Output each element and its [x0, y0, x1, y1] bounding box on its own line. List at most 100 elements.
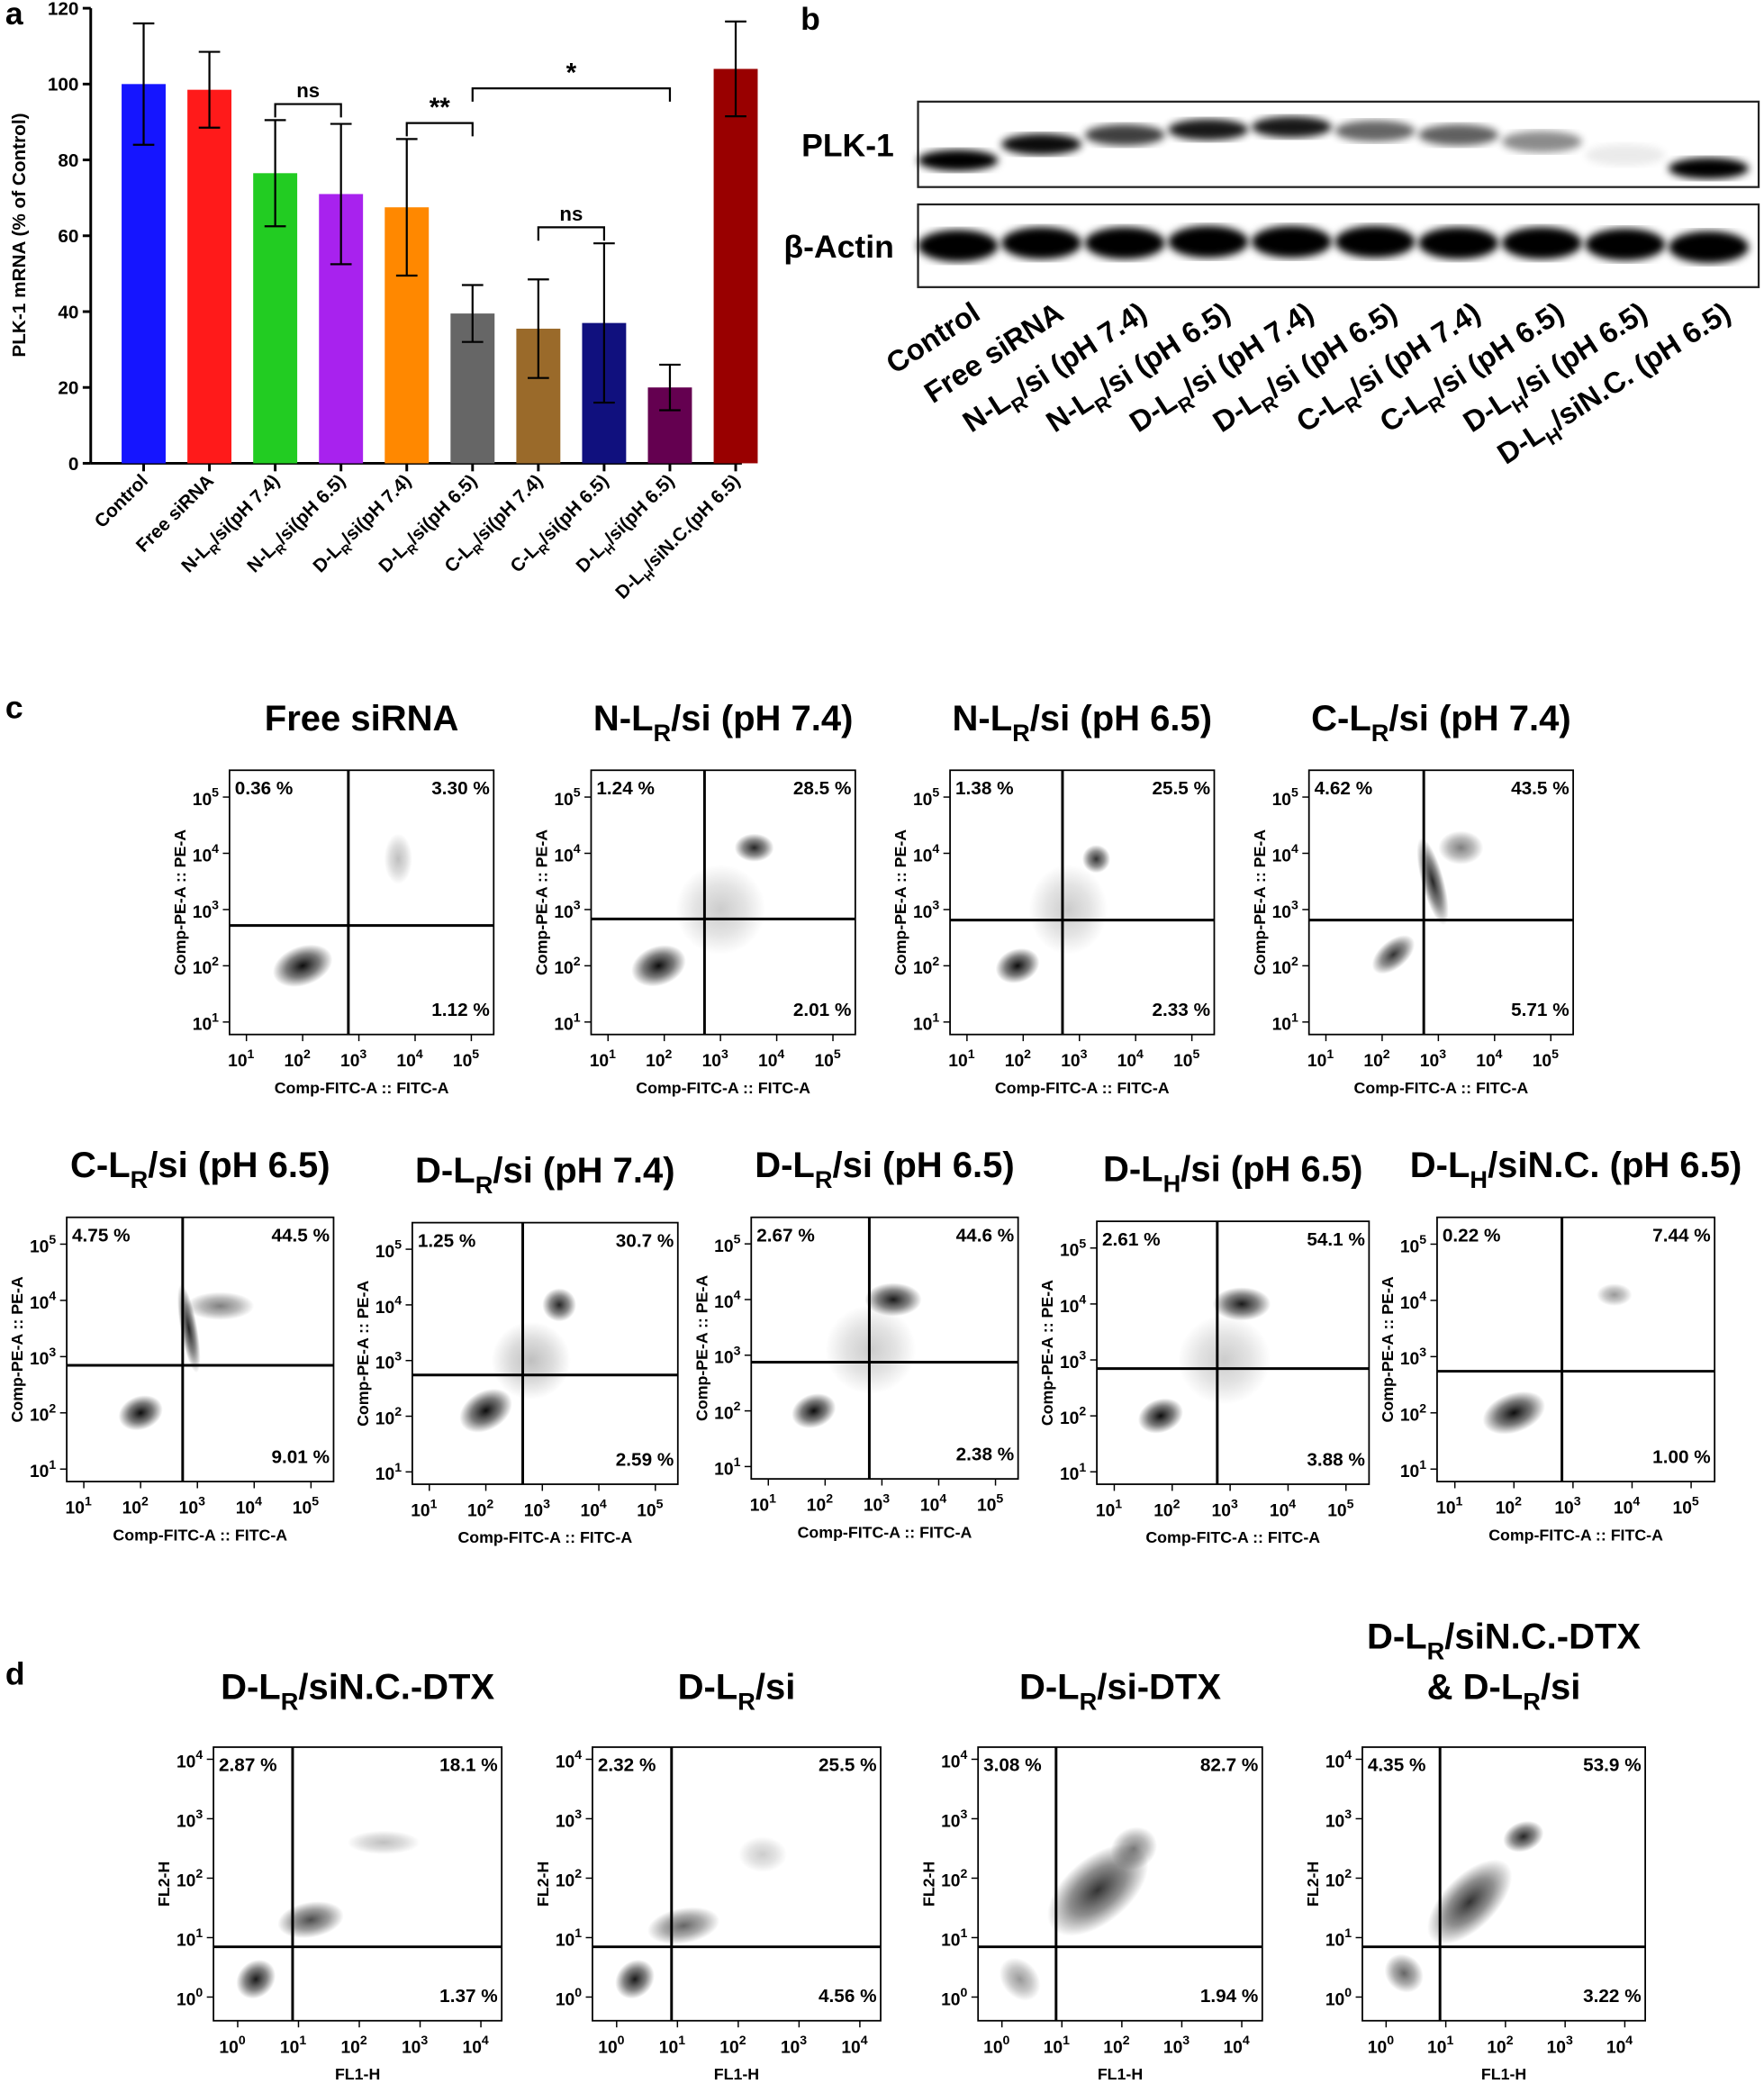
y-tick-label: 105	[913, 785, 939, 810]
quadrant-percent: 82.7 %	[1200, 1755, 1259, 1776]
quadrant-percent: 43.5 %	[1511, 778, 1570, 799]
quadrant-percent: 1.94 %	[1200, 1986, 1259, 2007]
superscript: 3	[960, 1807, 967, 1821]
text-part: 10	[467, 1502, 486, 1521]
superscript: 2	[1344, 1866, 1352, 1880]
y-tick-label: 103	[913, 897, 939, 921]
x-tick-label: 102	[1363, 1046, 1389, 1071]
plot-title: D-LR/siN.C.-DTX	[221, 1668, 494, 1716]
text-part: /si(pH 6.5)	[535, 470, 612, 548]
y-tick-label: 101	[176, 1925, 203, 1950]
y-axis-label: Comp-PE-A :: PE-A	[533, 829, 551, 975]
superscript: 1	[968, 1046, 975, 1061]
plot-frame	[213, 1746, 503, 2022]
text-part: 10	[176, 1812, 195, 1831]
superscript: 4	[195, 1747, 203, 1762]
text-part: 10	[983, 2038, 1002, 2057]
superscript: 3	[1419, 1345, 1426, 1359]
text-part: 10	[30, 1407, 49, 1426]
x-tick-label: Control	[91, 470, 152, 531]
text-part: 10	[375, 1409, 394, 1428]
superscript: 1	[248, 1046, 255, 1061]
y-tick-label: 100	[556, 1985, 582, 2009]
superscript: 5	[734, 1232, 741, 1246]
x-tick-label: 100	[598, 2033, 624, 2057]
text-part: 10	[714, 1349, 733, 1368]
plot-title: D-LR/si (pH 6.5)	[755, 1146, 1015, 1193]
y-tick-label: 103	[1400, 1345, 1426, 1369]
superscript: 4	[600, 1496, 607, 1510]
superscript: 5	[1347, 1496, 1354, 1510]
x-tick-label: 105	[637, 1496, 663, 1520]
y-tick-label: 120	[48, 0, 79, 20]
text-part: 10	[462, 2038, 481, 2057]
y-tick-label: 104	[941, 1747, 967, 1771]
y-tick-label: 103	[714, 1343, 740, 1367]
x-tick-label: 102	[1496, 1493, 1522, 1518]
x-tick-label: 101	[66, 1493, 92, 1518]
x-axis-label: Comp-FITC-A :: FITC-A	[798, 1523, 972, 1541]
x-tick-label: 102	[467, 1496, 493, 1520]
superscript: 2	[1079, 1404, 1086, 1418]
blot-band	[1168, 225, 1249, 258]
y-tick-label: 102	[913, 954, 939, 978]
text-part: 10	[554, 1016, 573, 1035]
y-tick-label: 104	[1325, 1747, 1352, 1771]
text-part: 10	[913, 903, 932, 922]
text-part: 10	[1533, 1052, 1551, 1071]
significance-label: *	[566, 59, 577, 88]
plot-frame	[1096, 1220, 1370, 1485]
y-tick-label: 101	[1400, 1457, 1426, 1481]
superscript: 5	[1192, 1046, 1199, 1061]
text-part: /siN.C. (pH 6.5)	[1488, 1146, 1741, 1185]
text-part: 10	[1325, 1990, 1344, 2009]
text-part: 10	[1061, 1052, 1080, 1071]
text-part: 10	[598, 2038, 617, 2057]
significance-label: ns	[559, 203, 583, 225]
superscript: 3	[195, 1807, 203, 1821]
superscript: 2	[1419, 1400, 1426, 1415]
error-bar	[198, 50, 221, 129]
superscript: 5	[1692, 1493, 1699, 1508]
superscript: 1	[574, 1010, 581, 1024]
text-part: 10	[1153, 1502, 1172, 1521]
text-part: 10	[554, 791, 573, 810]
y-tick-label: 101	[1325, 1925, 1352, 1950]
text-part: 10	[1325, 1812, 1344, 1831]
superscript: 0	[1387, 2033, 1394, 2047]
text-part: 10	[1117, 1052, 1136, 1071]
event-density	[1371, 935, 1416, 974]
text-part: 10	[1420, 1052, 1439, 1071]
text-part: 10	[1673, 1500, 1692, 1518]
blot-band	[1001, 227, 1082, 259]
text-part: N-L	[953, 699, 1013, 738]
quadrant-percent: 9.01 %	[271, 1446, 330, 1467]
quadrant-percent: 2.01 %	[793, 1000, 852, 1020]
text-part: C-L	[1290, 384, 1350, 439]
blot-band	[1001, 133, 1082, 156]
superscript: 5	[212, 785, 219, 800]
y-tick-label: 102	[1400, 1400, 1426, 1425]
text-part: 10	[556, 1990, 574, 2009]
event-density	[1503, 1820, 1544, 1853]
superscript: 2	[1506, 2033, 1514, 2047]
superscript: 2	[360, 2033, 367, 2047]
subscript: R	[131, 1165, 149, 1193]
y-tick-label: 102	[30, 1400, 56, 1425]
text-part: 10	[1554, 1500, 1573, 1518]
event-density	[995, 947, 1040, 983]
significance-label: ns	[296, 79, 320, 102]
y-tick-label: 101	[1272, 1010, 1298, 1034]
event-density	[1110, 1826, 1157, 1871]
y-tick-label: 103	[941, 1807, 967, 1831]
x-tick-label: 101	[1096, 1496, 1122, 1520]
superscript: 2	[734, 1399, 741, 1413]
quadrant-percent: 1.00 %	[1652, 1446, 1711, 1467]
error-bar	[725, 20, 746, 118]
superscript: 3	[574, 897, 581, 911]
superscript: 4	[1136, 1046, 1144, 1061]
x-tick-label: 101	[590, 1046, 616, 1071]
superscript: 2	[932, 954, 939, 968]
plot-title: & D-LR/si	[1427, 1668, 1581, 1716]
superscript: 5	[834, 1046, 841, 1061]
